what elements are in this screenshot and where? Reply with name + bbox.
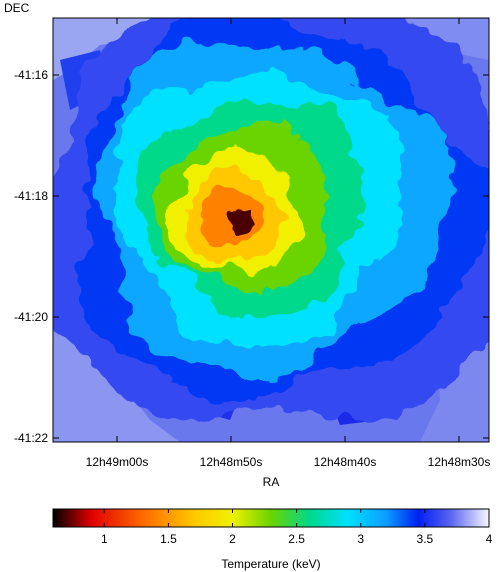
x-tick-label: 12h49m00s xyxy=(86,455,149,469)
colorbar-tick-label: 2.5 xyxy=(288,532,305,546)
y-tick-label: -41:18 xyxy=(14,189,48,203)
map-area xyxy=(53,18,489,442)
colorbar-tick-label: 2 xyxy=(229,532,236,546)
y-tick-label: -41:16 xyxy=(14,68,48,82)
y-tick-label: -41:22 xyxy=(14,431,48,445)
x-tick-label: 12h48m30s xyxy=(428,455,491,469)
colorbar-tick-label: 1 xyxy=(101,532,108,546)
colorbar-gradient xyxy=(52,508,490,528)
colorbar-label: Temperature (keV) xyxy=(221,557,320,571)
colorbar-ticks: 1 1.5 2 2.5 3 3.5 4 xyxy=(101,509,493,546)
colorbar-tick-label: 4 xyxy=(486,532,493,546)
x-ticks: 12h49m00s 12h48m50s 12h48m40s 12h48m30s xyxy=(86,18,491,469)
x-tick-label: 12h48m40s xyxy=(314,455,377,469)
y-ticks: -41:16 -41:18 -41:20 -41:22 xyxy=(14,68,489,445)
colorbar-tick-label: 1.5 xyxy=(160,532,177,546)
x-tick-label: 12h48m50s xyxy=(200,455,263,469)
temperature-regions xyxy=(53,18,489,422)
x-axis-label: RA xyxy=(263,475,280,489)
colorbar: 1 1.5 2 2.5 3 3.5 4 Temperature (keV) xyxy=(52,508,493,571)
plot-frame xyxy=(52,17,490,443)
colorbar-tick-label: 3.5 xyxy=(417,532,434,546)
y-axis-label: DEC xyxy=(4,1,30,15)
temperature-region xyxy=(229,211,252,233)
colorbar-tick-label: 3 xyxy=(357,532,364,546)
y-tick-label: -41:20 xyxy=(14,310,48,324)
